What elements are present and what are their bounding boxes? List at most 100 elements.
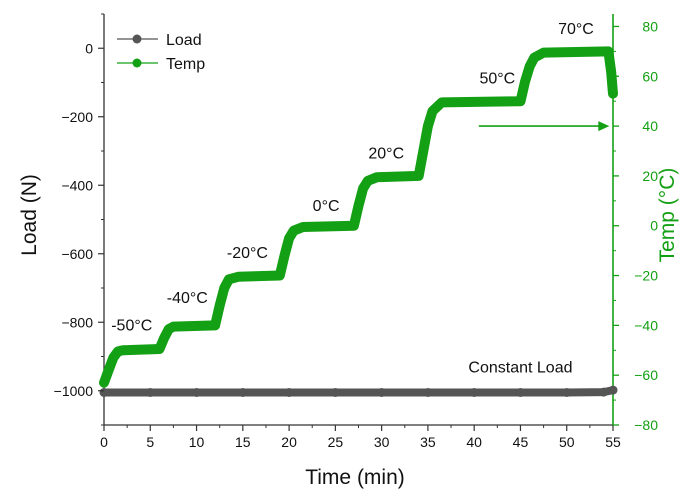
legend-temp-label: Temp [166,56,205,73]
x-tick-label: 30 [374,434,390,450]
temp-point [285,234,294,243]
temp-point [363,176,372,185]
load-point [562,387,572,397]
x-tick-label: 55 [605,434,621,450]
y2-tick-label: −80 [634,417,658,433]
y2-axis-title: Temp (°C) [656,168,679,263]
y2-tick-label: 20 [642,168,658,184]
legend-load-label: Load [166,32,202,49]
y-tick-label: −1000 [54,383,94,399]
temp-point [211,321,220,330]
temp-point [419,147,428,155]
y2-tick-label: −60 [634,367,658,383]
load-point [599,387,609,397]
temp-step-label: 0°C [313,198,340,215]
temp-point [100,378,108,387]
temp-point [607,67,616,76]
temp-point [155,345,164,354]
load-point [377,387,387,397]
temp-step-label: 50°C [479,71,515,88]
temp-point [224,275,233,284]
temp-step-label: -20°C [227,245,268,262]
y-axis-left: 0 −200 −400 −600 −800 −1000 [54,13,104,426]
temp-point [428,107,437,116]
temp-step-label: 20°C [368,145,404,162]
temp-point [354,201,363,210]
load-point [145,387,155,397]
x-tick-label: 45 [513,434,529,450]
temp-point [275,271,284,280]
temp-point [289,226,298,235]
temp-step-label: -50°C [111,317,152,334]
temp-point [118,346,127,355]
y2-tick-label: −40 [634,317,658,333]
y-tick-label: −400 [61,177,93,193]
x-tick-label: 10 [189,434,205,450]
y-tick-label: −200 [61,109,93,125]
y2-tick-label: 80 [642,18,658,34]
temp-point [609,89,617,98]
temp-point [359,184,368,193]
temp-point [160,333,169,342]
y-axis-title: Load (N) [18,174,41,256]
y-tick-label: 0 [85,40,93,56]
temp-line [99,46,618,388]
x-tick-label: 0 [100,434,108,450]
y-axis-right: 80 60 40 20 0 −20 −40 −60 −80 [613,18,658,433]
legend: Load Temp [117,32,205,73]
load-point [330,387,340,397]
annotations: -50°C -40°C -20°C 0°C 20°C 50°C 70°C Constant L… [111,21,610,376]
y2-tick-label: 60 [642,68,658,84]
load-line [100,386,617,397]
load-series [99,385,618,397]
temp-point [604,47,613,56]
temp-point [280,251,289,260]
temp-point [349,221,358,230]
load-point [515,387,525,397]
temp-point [104,366,113,375]
temp-step-label: Constant Load [468,359,572,376]
load-point [99,387,109,397]
x-tick-label: 35 [420,434,436,450]
temp-point [530,53,539,62]
load-point [469,387,479,397]
load-point [192,387,202,397]
temp-point [169,322,178,331]
x-tick-label: 25 [328,434,344,450]
y2-tick-label: 40 [642,118,658,134]
legend-temp-marker [132,58,142,68]
x-axis-title: Time (min) [305,466,405,489]
temp-point [539,48,548,57]
x-tick-label: 20 [281,434,297,450]
temp-point [234,272,243,281]
load-point [608,385,618,395]
load-point [284,387,294,397]
temp-point [220,284,229,292]
temp-point [215,301,224,310]
y2-tick-label: 0 [650,218,658,234]
temp-step-label: 70°C [558,21,594,38]
load-point [423,387,433,397]
temp-point [521,77,530,86]
y-tick-label: −800 [61,314,93,330]
x-tick-label: 40 [466,434,482,450]
temp-step-label: -40°C [167,290,208,307]
legend-load-marker [132,34,142,44]
x-tick-label: 50 [559,434,575,450]
temp-point [525,62,534,71]
temp-point [437,98,446,107]
temp-point [516,97,525,106]
temp-point [414,171,423,180]
y2-tick-label: −20 [634,268,658,284]
temp-point [109,353,118,362]
temp-point [423,122,432,131]
temp-point [298,222,307,231]
load-point [238,387,248,397]
x-tick-label: 5 [146,434,154,450]
axis-arrow-head [598,121,610,132]
y-tick-label: −600 [61,246,93,262]
x-tick-label: 15 [235,434,251,450]
temp-point [373,173,382,182]
temp-series [99,46,618,388]
